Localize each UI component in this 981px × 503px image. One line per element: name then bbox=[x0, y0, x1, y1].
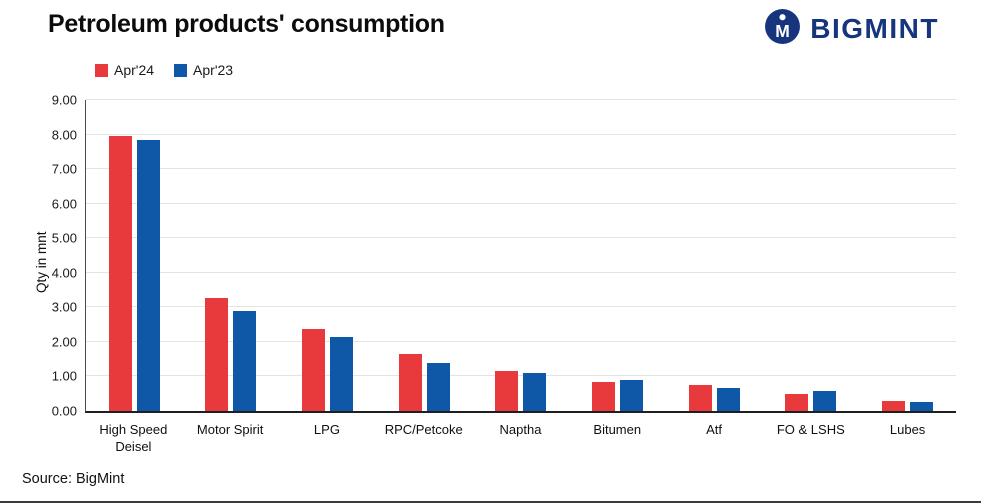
x-axis-label: LPG bbox=[313, 422, 340, 437]
chart: 0.00 1.00 2.00 3.00 4.00 5.00 6.00 7.00 8.00 9.00… bbox=[52, 93, 956, 454]
gridline bbox=[86, 202, 956, 204]
gridline bbox=[86, 99, 956, 100]
bar bbox=[495, 371, 519, 411]
gridline bbox=[86, 340, 956, 342]
legend-item: Apr'24 bbox=[95, 62, 154, 78]
bar-group bbox=[183, 100, 280, 411]
y-tick-label: 3.00 bbox=[51, 299, 77, 315]
bar-group bbox=[859, 100, 956, 411]
bar bbox=[523, 373, 547, 411]
bottom-rule bbox=[0, 501, 981, 503]
bar-group bbox=[86, 100, 183, 411]
chart-legend: Apr'24 Apr'23 bbox=[95, 62, 233, 78]
bar-groups bbox=[86, 100, 956, 411]
legend-label: Apr'23 bbox=[193, 62, 234, 78]
x-axis-label: Atf bbox=[706, 422, 722, 437]
gridline bbox=[86, 306, 956, 308]
y-tick-label: 1.00 bbox=[51, 368, 77, 384]
y-tick-label: 8.00 bbox=[51, 127, 77, 143]
x-axis-labels: High Speed Deisel Motor Spirit LPG RPC/Petc… bbox=[85, 422, 956, 456]
bigmint-logo-text: BIGMINT bbox=[810, 13, 939, 44]
bar bbox=[233, 311, 257, 411]
bar bbox=[813, 391, 837, 411]
y-axis-title: Qty in mnt bbox=[34, 231, 49, 293]
y-tick-label: 6.00 bbox=[51, 196, 77, 212]
bar-group bbox=[763, 100, 860, 411]
x-axis-label: RPC/Petcoke bbox=[384, 422, 463, 437]
gridline bbox=[86, 375, 956, 377]
bar bbox=[426, 363, 450, 411]
y-tick-label: 9.00 bbox=[51, 92, 77, 108]
x-axis-label: Motor Spirit bbox=[196, 422, 264, 437]
legend-label: Apr'24 bbox=[114, 62, 155, 78]
bar bbox=[205, 297, 229, 411]
y-tick-label: 7.00 bbox=[51, 161, 77, 177]
gridline bbox=[86, 168, 956, 170]
legend-swatch bbox=[95, 63, 108, 77]
x-axis-label: FO & LSHS bbox=[776, 422, 845, 437]
y-tick-label: 0.00 bbox=[51, 403, 77, 419]
bar bbox=[716, 388, 740, 411]
y-tick-label: 5.00 bbox=[51, 230, 77, 246]
gridline bbox=[86, 271, 956, 273]
x-axis-label: Naptha bbox=[499, 422, 542, 437]
source-note: Source: BigMint bbox=[22, 471, 125, 487]
x-axis-label: High Speed Deisel bbox=[99, 422, 168, 454]
bar-group bbox=[376, 100, 473, 411]
legend-swatch bbox=[174, 63, 188, 77]
bar-group bbox=[569, 100, 666, 411]
legend-item: Apr'23 bbox=[174, 62, 233, 78]
bigmint-logo: M BIGMINT bbox=[764, 8, 939, 50]
bar bbox=[398, 353, 422, 411]
bar bbox=[136, 140, 160, 411]
bar bbox=[785, 394, 809, 411]
y-tick-label: 2.00 bbox=[51, 334, 77, 350]
bar-group bbox=[279, 100, 376, 411]
svg-text:M: M bbox=[776, 21, 791, 41]
bar bbox=[592, 382, 616, 411]
bar bbox=[882, 400, 906, 411]
bar-group bbox=[473, 100, 570, 411]
bar bbox=[302, 329, 326, 411]
plot-area: 0.00 1.00 2.00 3.00 4.00 5.00 6.00 7.00 8.00 9.00 bbox=[52, 93, 956, 419]
chart-title: Petroleum products' consumption bbox=[48, 10, 445, 38]
gridline bbox=[86, 133, 956, 135]
bar-group bbox=[666, 100, 763, 411]
bar bbox=[620, 379, 644, 411]
y-tick-label: 4.00 bbox=[51, 265, 77, 281]
bar bbox=[910, 402, 934, 411]
bigmint-logo-icon: M bbox=[764, 8, 801, 50]
gridline bbox=[86, 237, 956, 239]
x-axis-label: Lubes bbox=[889, 422, 926, 437]
bar bbox=[330, 337, 354, 411]
bar bbox=[108, 136, 132, 411]
x-axis-label: Bitumen bbox=[593, 422, 642, 437]
bar bbox=[688, 385, 712, 411]
